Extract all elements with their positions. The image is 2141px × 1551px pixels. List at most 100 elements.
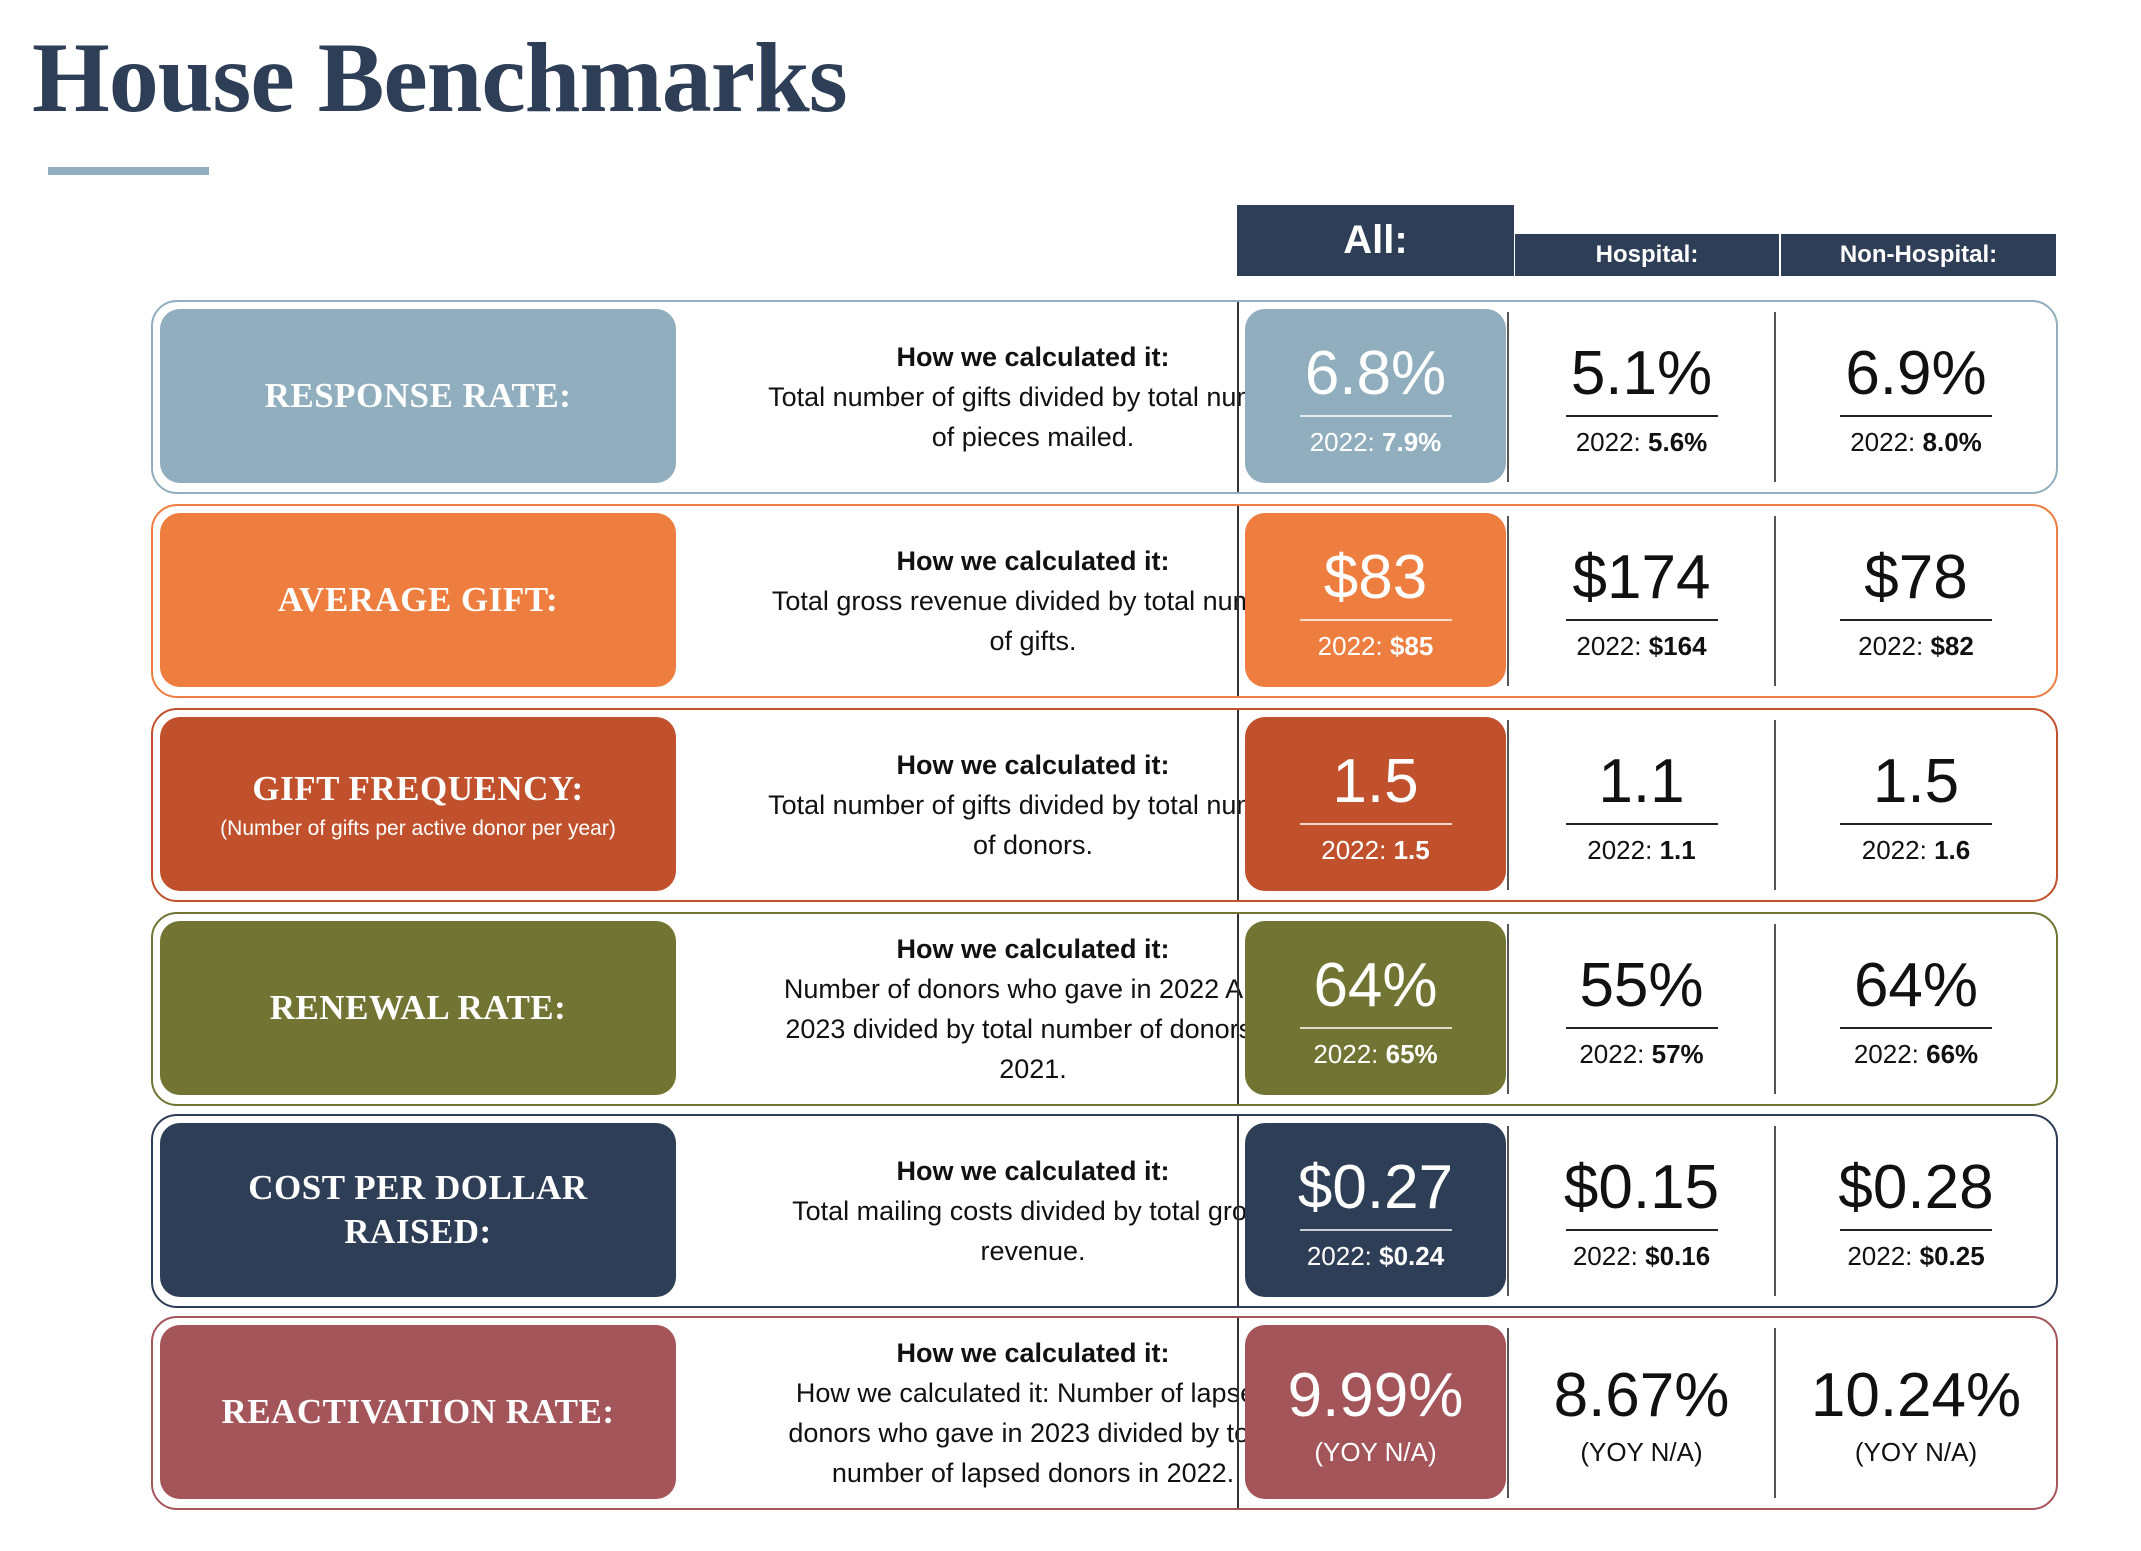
value-underline xyxy=(1299,1027,1452,1029)
value-non-hospital: 6.9% xyxy=(1845,339,1987,408)
value-underline xyxy=(1299,619,1452,621)
calculation-note: How we calculated it: Total gross revenu… xyxy=(697,506,1369,696)
value-all: 64% xyxy=(1313,951,1438,1020)
value-underline xyxy=(1840,1027,1992,1029)
prior-year-hospital: 2022: $0.16 xyxy=(1572,1241,1711,1271)
prior-year-all: (YOY N/A) xyxy=(1314,1437,1437,1467)
metric-label: AVERAGE GIFT: xyxy=(277,580,559,619)
metric-label: REACTIVATION RATE: xyxy=(221,1392,615,1431)
column-header-all: All: xyxy=(1237,205,1514,276)
column-divider xyxy=(1507,924,1509,1094)
metric-label: GIFT FREQUENCY: xyxy=(252,769,584,808)
metric-label-box: REACTIVATION RATE: xyxy=(160,1325,676,1499)
all-value-cell: 6.8% 2022: 7.9% xyxy=(1245,302,1506,492)
prior-year-non-hospital: 2022: 1.6 xyxy=(1861,835,1971,865)
column-divider xyxy=(1237,1116,1239,1306)
prior-year-non-hospital: 2022: $0.25 xyxy=(1847,1241,1985,1271)
non-hospital-value-cell: 64% 2022: 66% xyxy=(1776,914,2056,1104)
non-hospital-value-cell: 1.5 2022: 1.6 xyxy=(1776,710,2056,900)
metric-label: RENEWAL RATE: xyxy=(269,988,567,1027)
column-divider xyxy=(1507,720,1509,890)
prior-year-hospital: 2022: 5.6% xyxy=(1575,427,1708,457)
column-header-non-hospital: Non-Hospital: xyxy=(1781,234,2056,276)
metric-label-box: GIFT FREQUENCY: (Number of gifts per act… xyxy=(160,717,676,891)
non-hospital-value-cell: $0.28 2022: $0.25 xyxy=(1776,1116,2056,1306)
value-hospital: $0.15 xyxy=(1563,1153,1720,1222)
value-non-hospital: 1.5 xyxy=(1872,747,1960,816)
value-non-hospital: $0.28 xyxy=(1838,1153,1994,1222)
hospital-value-cell: $0.15 2022: $0.16 xyxy=(1509,1116,1774,1306)
page-title: House Benchmarks xyxy=(32,22,848,133)
hospital-value-cell: 5.1% 2022: 5.6% xyxy=(1509,302,1774,492)
value-underline xyxy=(1840,619,1992,621)
title-underline xyxy=(48,167,209,175)
value-underline xyxy=(1840,415,1992,417)
all-value-box xyxy=(1245,921,1506,1095)
prior-year-all: 2022: 7.9% xyxy=(1309,427,1442,457)
value-hospital: 55% xyxy=(1579,951,1704,1020)
column-divider xyxy=(1237,710,1239,900)
value-underline xyxy=(1299,1229,1452,1231)
all-value-cell: 64% 2022: 65% xyxy=(1245,914,1506,1104)
value-underline xyxy=(1565,1229,1718,1231)
prior-year-non-hospital: (YOY N/A) xyxy=(1854,1437,1978,1467)
calculation-text: Total gross revenue divided by total num… xyxy=(771,586,1295,656)
value-underline xyxy=(1840,823,1992,825)
column-header-hospital: Hospital: xyxy=(1515,234,1779,276)
calculation-note: How we calculated it: Total number of gi… xyxy=(697,302,1369,492)
value-underline xyxy=(1565,415,1718,417)
all-value-cell: $83 2022: $85 xyxy=(1245,506,1506,696)
column-divider xyxy=(1774,720,1776,890)
prior-year-all: 2022: 1.5 xyxy=(1321,835,1430,865)
column-divider xyxy=(1507,1126,1509,1296)
value-hospital: $174 xyxy=(1572,543,1711,612)
column-divider xyxy=(1774,924,1776,1094)
prior-year-all: 2022: $85 xyxy=(1317,631,1434,661)
metric-sublabel: (Number of gifts per active donor per ye… xyxy=(220,817,616,840)
hospital-value-cell: 55% 2022: 57% xyxy=(1509,914,1774,1104)
value-underline xyxy=(1299,415,1452,417)
value-underline xyxy=(1565,1027,1718,1029)
metric-label-box: COST PER DOLLAR RAISED: xyxy=(160,1123,676,1297)
non-hospital-value-cell: 10.24% (YOY N/A) xyxy=(1776,1318,2056,1508)
column-divider xyxy=(1774,312,1776,482)
value-underline xyxy=(1565,823,1718,825)
column-divider xyxy=(1237,914,1239,1104)
metric-label-box: RESPONSE RATE: xyxy=(160,309,676,483)
all-value-box xyxy=(1245,1325,1506,1499)
prior-year-non-hospital: 2022: $82 xyxy=(1858,631,1974,661)
metric-label-box: RENEWAL RATE: xyxy=(160,921,676,1095)
value-non-hospital: 64% xyxy=(1853,951,1979,1020)
calculation-note: How we calculated it: Total number of gi… xyxy=(697,710,1369,900)
value-non-hospital: 10.24% xyxy=(1810,1361,2022,1430)
hospital-value-cell: 8.67% (YOY N/A) xyxy=(1509,1318,1774,1508)
column-divider xyxy=(1507,516,1509,686)
hospital-value-cell: $174 2022: $164 xyxy=(1509,506,1774,696)
value-all: $0.27 xyxy=(1297,1153,1454,1222)
calculation-text: Number of donors who gave in 2022 AND 20… xyxy=(783,974,1283,1084)
column-divider xyxy=(1507,312,1509,482)
column-divider xyxy=(1774,516,1776,686)
prior-year-hospital: 2022: 1.1 xyxy=(1587,835,1696,865)
benchmark-row-response-rate: RESPONSE RATE: How we calculated it: Tot… xyxy=(151,300,2058,494)
value-all: $83 xyxy=(1323,543,1428,612)
benchmark-row-gift-frequency: GIFT FREQUENCY: (Number of gifts per act… xyxy=(151,708,2058,902)
column-divider xyxy=(1774,1328,1776,1498)
calculation-text: Total mailing costs divided by total gro… xyxy=(792,1196,1274,1266)
prior-year-hospital: 2022: $164 xyxy=(1576,631,1707,661)
non-hospital-value-cell: 6.9% 2022: 8.0% xyxy=(1776,302,2056,492)
calculation-heading: How we calculated it: xyxy=(896,934,1170,964)
value-all: 6.8% xyxy=(1304,339,1447,408)
all-value-cell: 1.5 2022: 1.5 xyxy=(1245,710,1506,900)
column-divider xyxy=(1774,1126,1776,1296)
column-divider xyxy=(1237,1318,1239,1508)
metric-label-box: AVERAGE GIFT: xyxy=(160,513,676,687)
metric-label: COST PER DOLLAR RAISED: xyxy=(248,1168,588,1251)
prior-year-non-hospital: 2022: 8.0% xyxy=(1850,427,1982,457)
calculation-text: Total number of gifts divided by total n… xyxy=(768,790,1298,860)
calculation-note: How we calculated it: Number of donors w… xyxy=(697,914,1369,1104)
benchmark-row-average-gift: AVERAGE GIFT: How we calculated it: Tota… xyxy=(151,504,2058,698)
prior-year-all: 2022: $0.24 xyxy=(1306,1241,1445,1271)
prior-year-hospital: 2022: 57% xyxy=(1579,1039,1704,1069)
value-all: 9.99% xyxy=(1287,1361,1464,1430)
